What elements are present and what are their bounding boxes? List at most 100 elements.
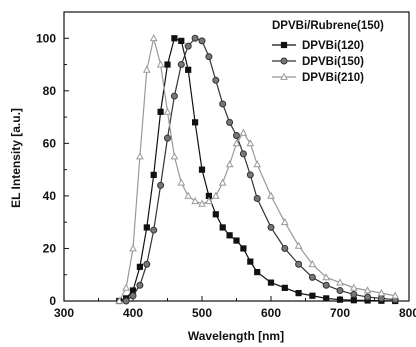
x-tick-label: 600 [261, 306, 281, 320]
legend-item: DPVBi(150) [272, 56, 364, 68]
data-point [150, 226, 158, 234]
legend-item: DPVBi(120) [272, 40, 364, 52]
data-point [185, 66, 192, 73]
legend-marker [280, 41, 288, 49]
x-tick-label: 800 [399, 306, 416, 320]
y-tick-label: 60 [43, 136, 57, 150]
y-tick-label: 0 [49, 294, 56, 308]
data-point [184, 191, 193, 199]
series-group [115, 34, 400, 305]
data-point [136, 263, 144, 270]
data-point [336, 278, 344, 286]
data-point [164, 61, 171, 68]
data-point [239, 128, 248, 136]
data-point [142, 65, 151, 73]
data-point [156, 60, 165, 68]
data-point [164, 134, 171, 142]
data-point [184, 42, 192, 50]
data-point [364, 293, 372, 301]
data-point [205, 196, 213, 205]
data-point [226, 232, 233, 239]
data-point [349, 283, 358, 291]
data-point [308, 273, 316, 281]
data-point [177, 178, 186, 186]
data-point [280, 217, 289, 226]
data-point [295, 260, 303, 268]
data-point [253, 195, 261, 203]
data-point [198, 199, 206, 207]
data-point [191, 196, 199, 205]
data-point [211, 191, 220, 199]
data-point [115, 296, 124, 304]
x-tick-label: 500 [192, 306, 212, 320]
data-point [391, 291, 400, 299]
data-point [322, 281, 330, 289]
x-tick-label: 400 [123, 306, 143, 320]
legend-item: DPVBi(210) [272, 72, 364, 84]
data-point [350, 297, 357, 304]
data-point [198, 166, 206, 173]
data-point [150, 171, 157, 178]
data-point [136, 281, 144, 289]
data-point [129, 244, 137, 252]
data-point [198, 37, 206, 45]
data-point [246, 171, 254, 179]
data-point [177, 61, 185, 69]
series-2 [122, 34, 399, 305]
data-point [232, 139, 241, 147]
x-axis-label: Wavelength [nm] [188, 329, 284, 343]
data-point [240, 245, 247, 252]
data-point [171, 35, 178, 42]
data-point [309, 292, 316, 299]
data-point [192, 119, 199, 126]
data-point [233, 237, 240, 244]
data-point [247, 258, 254, 265]
data-point [336, 286, 344, 294]
data-point [267, 279, 275, 286]
data-point [191, 34, 199, 42]
legend-label: DPVBi(150) [302, 56, 364, 68]
data-point [239, 150, 247, 158]
legend-marker [280, 72, 288, 80]
legend: DPVBi/Rubrene(150) DPVBi(120) DPVBi(150) D… [272, 20, 384, 84]
data-point [323, 295, 330, 302]
data-point [225, 160, 234, 168]
legend-title: DPVBi/Rubrene(150) [272, 20, 384, 32]
data-point [219, 224, 226, 231]
data-point [122, 283, 130, 291]
legend-label: DPVBi(120) [302, 40, 364, 52]
data-point [267, 223, 275, 231]
data-point [281, 244, 289, 252]
data-point [281, 284, 288, 291]
y-tick-label: 100 [36, 31, 56, 45]
data-point [218, 178, 227, 186]
data-point [122, 297, 130, 305]
y-tick-label: 40 [43, 189, 57, 203]
data-point [254, 269, 261, 276]
data-point [233, 131, 240, 139]
data-point [163, 107, 172, 115]
data-point [149, 34, 158, 42]
data-point [170, 92, 178, 100]
y-tick-label: 20 [43, 241, 57, 255]
data-point [219, 100, 227, 108]
data-point [170, 152, 179, 160]
data-point [205, 53, 213, 61]
y-tick-label: 80 [43, 84, 57, 98]
x-tick-label: 300 [54, 306, 74, 320]
data-point [212, 76, 220, 84]
data-point [350, 290, 358, 298]
data-point [363, 286, 372, 294]
data-point [157, 181, 165, 189]
legend-marker [280, 57, 288, 65]
data-point [226, 118, 234, 126]
data-point [377, 288, 386, 297]
data-point [157, 108, 164, 115]
data-point [143, 224, 150, 231]
axis-ticks: 300 400 500 600 700 800 0 20 40 60 80 100 [36, 31, 416, 320]
data-point [178, 37, 185, 44]
data-point [295, 290, 302, 297]
data-point [212, 211, 219, 218]
legend-label: DPVBi(210) [302, 72, 364, 84]
